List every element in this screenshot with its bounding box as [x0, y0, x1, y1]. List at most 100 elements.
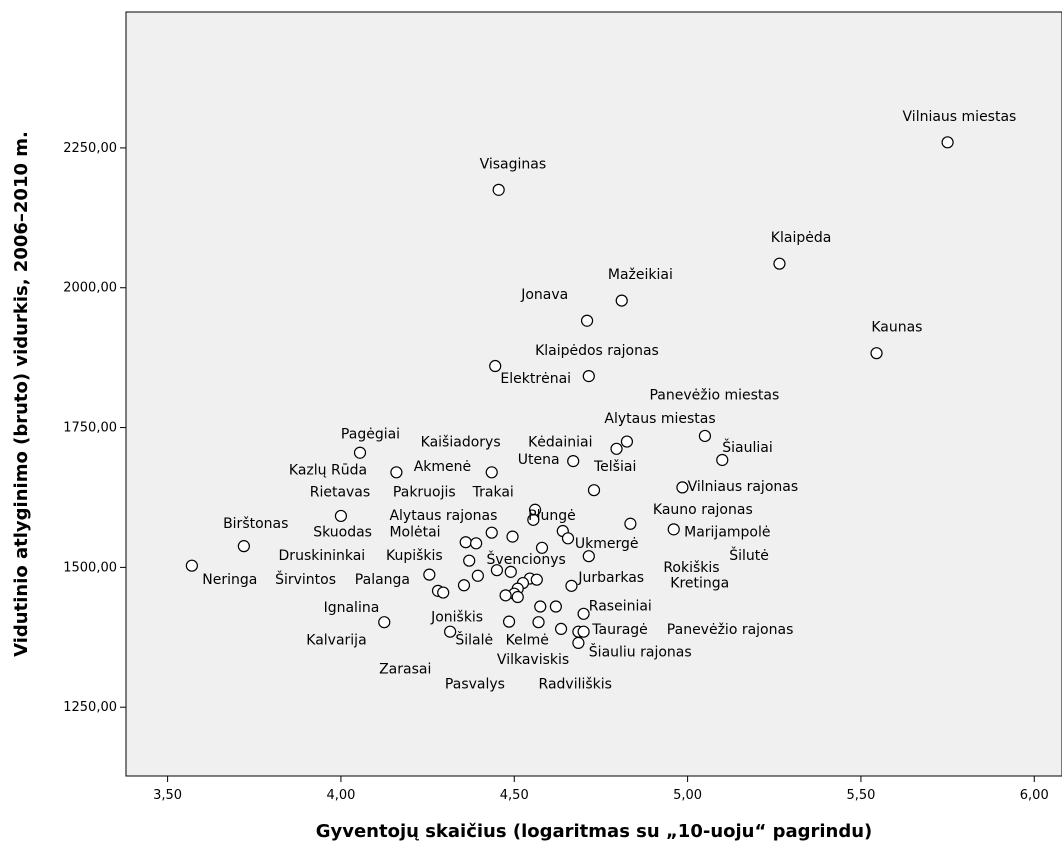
data-point	[615, 294, 628, 307]
data-point	[577, 607, 590, 620]
point-label: Neringa	[202, 572, 257, 588]
data-point	[353, 446, 367, 459]
data-point	[620, 435, 634, 448]
point-label: Vilniaus rajonas	[688, 479, 799, 495]
point-label: Tauragė	[591, 622, 648, 638]
point-label: Pagėgiai	[341, 427, 400, 443]
point-label: Jurbarkas	[577, 570, 644, 586]
point-label: Kelmė	[506, 633, 549, 649]
point-label: Kauno rajonas	[653, 502, 753, 518]
x-axis: 3,50 4,00 4,50 5,00 5,50 6,00	[153, 776, 1049, 803]
point-label: Elektrėnai	[500, 371, 571, 387]
point-label: Klaipėda	[771, 230, 832, 246]
data-point	[582, 370, 595, 383]
point-label: Širvintos	[275, 570, 336, 588]
point-label: Kėdainiai	[528, 435, 592, 451]
data-point	[527, 513, 540, 526]
point-label: Rietavas	[310, 484, 370, 500]
data-point	[459, 536, 472, 549]
point-label: Akmenė	[414, 459, 471, 475]
point-label: Ukmergė	[575, 536, 639, 552]
point-label: Alytaus rajonas	[389, 508, 497, 524]
data-points	[185, 136, 954, 649]
data-point	[698, 429, 712, 443]
data-point	[676, 481, 689, 494]
point-label: Raseiniai	[589, 598, 652, 614]
data-point	[502, 615, 516, 628]
point-label: Skuodas	[313, 525, 372, 541]
x-tick-label: 5,00	[673, 788, 702, 803]
point-label: Šilutė	[729, 546, 769, 564]
point-label: Kaunas	[871, 319, 922, 335]
y-tick-label: 2250,00	[63, 141, 117, 156]
data-point	[572, 636, 585, 649]
point-label: Trakai	[472, 484, 514, 500]
data-point	[185, 559, 198, 572]
data-point	[565, 579, 578, 592]
data-point	[667, 523, 680, 536]
point-label: Molėtai	[389, 525, 440, 541]
point-label: Pakruojis	[393, 484, 456, 500]
data-point	[390, 466, 403, 479]
data-point	[535, 541, 549, 554]
data-point	[444, 625, 457, 638]
point-label: Visaginas	[480, 157, 547, 173]
point-label: Kalvarija	[306, 633, 366, 649]
data-point	[471, 569, 484, 582]
data-point	[716, 453, 729, 467]
data-point	[587, 484, 601, 497]
point-label: Šiauliu rajonas	[589, 642, 692, 660]
plot-area	[125, 11, 1062, 777]
point-label: Vilkaviskis	[497, 652, 569, 668]
point-label: Jonava	[520, 287, 568, 303]
data-point	[582, 550, 595, 563]
point-label: Kazlų Rūda	[289, 463, 367, 479]
point-label: Rokiškis	[663, 560, 719, 576]
point-label: Švencionys	[487, 550, 566, 568]
y-tick-label: 1250,00	[63, 700, 117, 715]
y-axis: 1250,00 1500,00 1750,00 2000,00 2250,00	[63, 141, 126, 715]
x-tick-label: 4,50	[500, 788, 529, 803]
y-axis-title: Vidutinio atlyginimo (bruto) vidurkis, 2…	[11, 131, 32, 657]
y-tick-label: 2000,00	[63, 281, 117, 296]
point-label: Alytaus miestas	[604, 411, 715, 427]
data-point	[549, 600, 562, 613]
data-point	[489, 359, 502, 373]
data-point	[457, 579, 471, 592]
point-label: Mažeikiai	[608, 267, 673, 283]
data-point	[485, 526, 498, 539]
data-point	[941, 136, 954, 149]
point-label: Šilalė	[455, 631, 493, 649]
point-label: Vilniaus miestas	[903, 109, 1017, 125]
data-point	[485, 466, 498, 479]
data-point	[577, 625, 590, 638]
point-label: Birštonas	[223, 516, 288, 532]
x-tick-label: 5,50	[846, 788, 875, 803]
point-label: Panevėžio rajonas	[667, 622, 794, 638]
data-point	[530, 573, 543, 586]
data-point	[561, 532, 575, 545]
data-point	[534, 600, 547, 613]
point-label: Plungė	[528, 508, 576, 524]
x-tick-label: 6,00	[1020, 788, 1049, 803]
point-label: Pasvalys	[445, 677, 505, 693]
data-point	[499, 589, 512, 602]
data-point	[532, 616, 545, 629]
data-point	[470, 537, 483, 550]
data-point	[423, 568, 436, 581]
data-point	[490, 564, 504, 577]
data-point	[870, 347, 883, 360]
point-label: Kaišiadorys	[421, 435, 501, 451]
data-point	[773, 257, 786, 270]
point-label: Palanga	[355, 572, 410, 588]
point-label: Joniškis	[430, 610, 483, 626]
data-point	[554, 622, 568, 636]
data-point	[237, 540, 250, 553]
data-point	[334, 509, 348, 523]
y-tick-label: 1750,00	[63, 421, 117, 436]
point-label: Ignalina	[324, 600, 380, 616]
data-point	[567, 455, 580, 468]
point-labels: Vilniaus miestas Visaginas Klaipėda Mažeiki…	[202, 109, 1016, 693]
point-label: Druskininkai	[279, 548, 366, 564]
